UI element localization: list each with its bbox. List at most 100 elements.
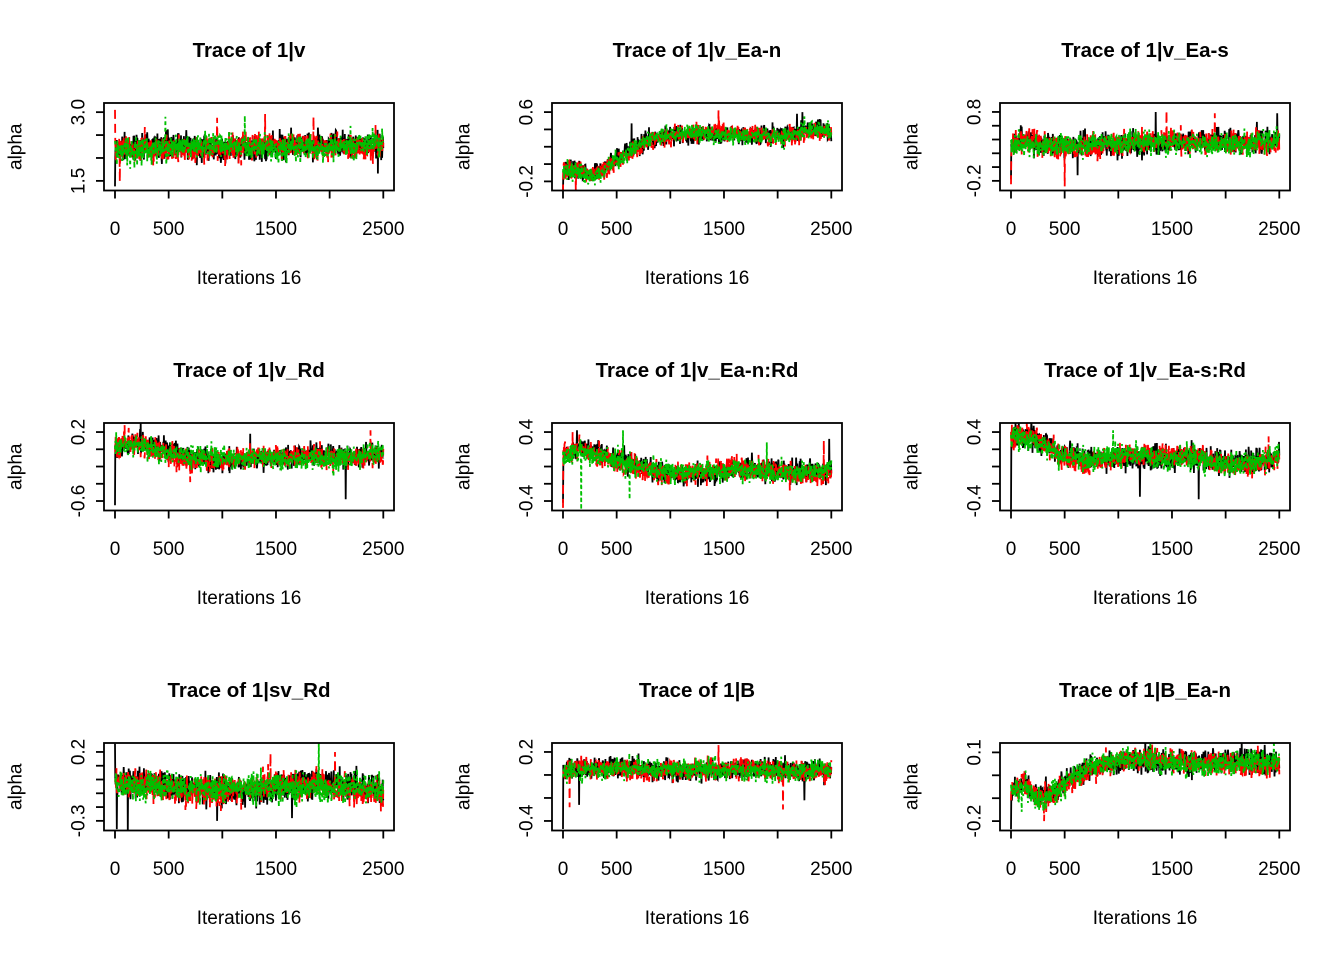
y-axis-label: alpha [454, 123, 475, 170]
x-tick-label: 1500 [703, 859, 745, 880]
x-tick-label: 500 [1049, 859, 1081, 880]
y-axis-label: alpha [6, 763, 27, 810]
y-tick-label: -0.2 [965, 805, 986, 838]
x-tick-label: 2500 [362, 859, 404, 880]
trace-path-chain-3 [1010, 425, 1281, 477]
x-tick-label: 2500 [810, 219, 852, 240]
trace-lines [562, 110, 833, 191]
x-tick-label: 1500 [703, 539, 745, 560]
x-tick-label: 2500 [810, 539, 852, 560]
y-axis-label: alpha [6, 443, 27, 490]
trace-path-chain-3 [562, 753, 833, 784]
x-tick-label: 1500 [255, 219, 297, 240]
x-tick-label: 2500 [1258, 219, 1300, 240]
trace-lines [1010, 110, 1281, 187]
trace-path-chain-3 [1010, 126, 1281, 160]
y-axis-label: alpha [454, 443, 475, 490]
plot-box [999, 742, 1291, 832]
trace-lines [562, 745, 833, 830]
x-axis-label: Iterations 16 [197, 908, 302, 929]
y-tick-label: -0.4 [517, 484, 538, 517]
x-tick-label: 500 [601, 539, 633, 560]
y-tick-label: 0.4 [517, 418, 538, 445]
x-axis-label: Iterations 16 [645, 588, 750, 609]
y-tick-label: -0.4 [965, 484, 986, 517]
plot-box [999, 102, 1291, 192]
y-axis-label: alpha [902, 763, 923, 810]
x-tick-label: 0 [558, 539, 569, 560]
x-tick-label: 500 [153, 219, 185, 240]
x-axis-label: Iterations 16 [197, 268, 302, 289]
plot-title: Trace of 1|v_Rd [173, 359, 325, 382]
x-tick-label: 1500 [255, 539, 297, 560]
x-tick-label: 0 [558, 859, 569, 880]
trace-lines [114, 743, 385, 831]
x-axis-label: Iterations 16 [1093, 588, 1198, 609]
x-tick-label: 500 [601, 219, 633, 240]
x-tick-label: 500 [153, 539, 185, 560]
trace-path-chain-2 [562, 110, 833, 191]
x-axis-label: Iterations 16 [645, 908, 750, 929]
trace-plot-1b-ea-n: Trace of 1|B_Ea-n alpha -0.2 0.1 0 500 1500 250… [896, 640, 1344, 960]
plot-box [103, 742, 395, 832]
trace-path-chain-3 [114, 743, 385, 808]
plot-box [551, 102, 843, 192]
plot-title: Trace of 1|B_Ea-n [1059, 679, 1231, 702]
x-tick-label: 0 [110, 859, 121, 880]
trace-plot-1v: Trace of 1|v alpha 1.5 3.0 0 500 1500 2500 Itera… [0, 0, 448, 320]
y-tick-label: 0.8 [965, 99, 986, 125]
x-axis-label: Iterations 16 [645, 268, 750, 289]
x-tick-label: 2500 [362, 219, 404, 240]
trace-lines [1010, 423, 1281, 510]
x-axis-label: Iterations 16 [1093, 908, 1198, 929]
trace-path-chain-3 [562, 430, 833, 510]
x-tick-label: 0 [1006, 539, 1017, 560]
trace-path-chain-3 [1010, 743, 1281, 812]
trace-plot-1v-ea-n: Trace of 1|v_Ea-n alpha -0.2 0.6 0 500 1500 250… [448, 0, 896, 320]
y-tick-label: -0.6 [69, 485, 90, 518]
x-axis-label: Iterations 16 [197, 588, 302, 609]
y-tick-label: 3.0 [69, 99, 90, 125]
x-tick-label: 500 [1049, 539, 1081, 560]
trace-lines [114, 109, 385, 187]
trace-path-chain-1 [114, 127, 385, 187]
x-tick-label: 1500 [1151, 859, 1193, 880]
trace-plot-svg: Trace of 1|v alpha 1.5 3.0 0 500 1500 2500 Itera… [6, 39, 405, 289]
trace-path-chain-3 [562, 116, 833, 186]
plot-box [103, 422, 395, 512]
plot-title: Trace of 1|v [193, 39, 306, 62]
trace-lines [114, 423, 385, 506]
trace-path-chain-3 [114, 115, 385, 169]
x-tick-label: 0 [1006, 219, 1017, 240]
y-tick-label: 0.1 [965, 739, 986, 765]
x-tick-label: 2500 [362, 539, 404, 560]
y-tick-label: -0.4 [517, 804, 538, 837]
x-tick-label: 0 [1006, 859, 1017, 880]
plot-title: Trace of 1|v_Ea-n [613, 39, 782, 62]
plot-title: Trace of 1|v_Ea-s [1061, 39, 1229, 62]
y-tick-label: 0.2 [69, 419, 90, 445]
x-tick-label: 0 [110, 539, 121, 560]
y-tick-label: 1.5 [69, 168, 90, 194]
plot-title: Trace of 1|v_Ea-n:Rd [596, 359, 799, 382]
plot-box [551, 422, 843, 512]
x-tick-label: 2500 [810, 859, 852, 880]
trace-plot-1v-ea-s: Trace of 1|v_Ea-s alpha -0.2 0.8 0 500 1500 250… [896, 0, 1344, 320]
y-tick-label: 0.6 [517, 99, 538, 125]
y-tick-label: -0.2 [517, 165, 538, 198]
x-tick-label: 500 [1049, 219, 1081, 240]
y-axis-label: alpha [6, 123, 27, 170]
trace-plot-1v-ea-s-rd: Trace of 1|v_Ea-s:Rd alpha -0.4 0.4 0 500 1500… [896, 320, 1344, 640]
x-axis-label: Iterations 16 [1093, 268, 1198, 289]
trace-path-chain-3 [114, 432, 385, 477]
